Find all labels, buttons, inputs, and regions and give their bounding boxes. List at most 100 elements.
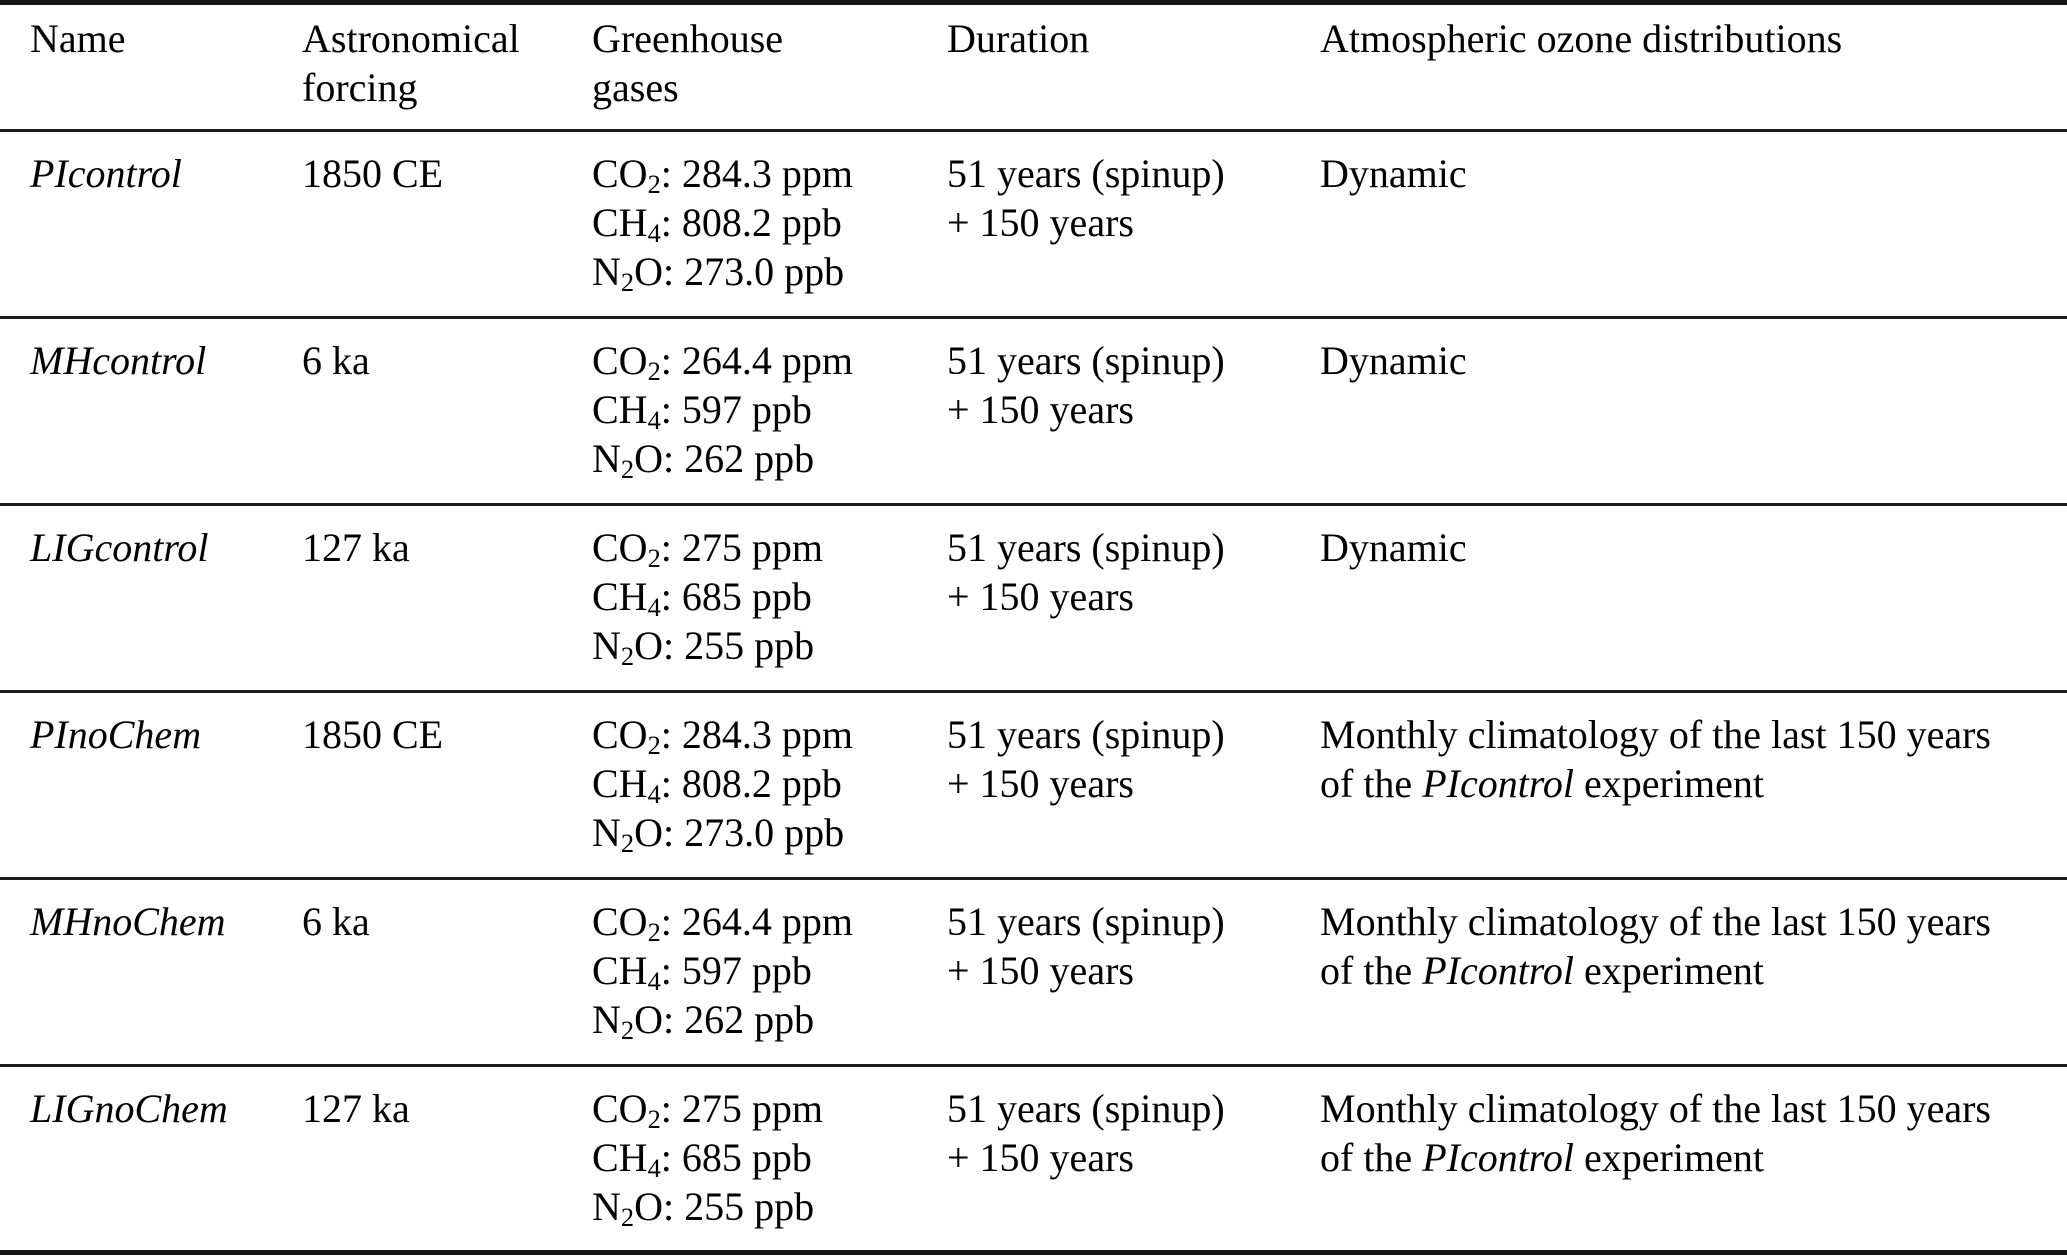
gas-formula-subscript: 4 — [647, 778, 661, 809]
ozone-text: of the — [1320, 948, 1423, 993]
ozone-line: Monthly climatology of the last 150 year… — [1320, 712, 1991, 757]
table-row-pinochem: PInoChem 1850 CE CO2: 284.3 ppm CH4: 808… — [0, 691, 2067, 880]
duration-cell: 51 years (spinup) + 150 years — [947, 691, 1320, 880]
experiment-name-cell: PInoChem — [0, 691, 302, 880]
gas-line-n2o: N2O: 273.0 ppb — [592, 247, 947, 296]
ozone-distribution-cell: Dynamic — [1320, 317, 2067, 506]
astronomical-forcing-cell: 1850 CE — [302, 691, 592, 880]
astronomical-forcing-value: 127 ka — [302, 525, 410, 570]
duration-cell: 51 years (spinup) + 150 years — [947, 504, 1320, 693]
duration-line: 51 years (spinup) — [947, 338, 1225, 383]
ozone-line: Monthly climatology of the last 150 year… — [1320, 899, 1991, 944]
gas-formula: CO — [592, 712, 648, 757]
astronomical-forcing-cell: 6 ka — [302, 317, 592, 506]
experiment-name: LIGnoChem — [30, 1086, 228, 1131]
gas-formula: CH — [592, 574, 648, 619]
gas-formula: CH — [592, 761, 648, 806]
gas-value: : 275 ppm — [660, 525, 824, 570]
gas-line-co2: CO2: 275 ppm — [592, 523, 947, 572]
gas-line-co2: CO2: 264.4 ppm — [592, 897, 947, 946]
gas-formula: N — [592, 249, 621, 294]
gas-line-n2o: N2O: 255 ppb — [592, 621, 947, 670]
duration-line: 51 years (spinup) — [947, 151, 1225, 196]
duration-line: + 150 years — [947, 574, 1134, 619]
gas-line-n2o: N2O: 262 ppb — [592, 995, 947, 1044]
gas-line-co2: CO2: 275 ppm — [592, 1084, 947, 1133]
gas-value: : 685 ppb — [660, 574, 812, 619]
gas-line-co2: CO2: 284.3 ppm — [592, 710, 947, 759]
greenhouse-gases-cell: CO2: 275 ppm CH4: 685 ppb N2O: 255 ppb — [592, 1066, 947, 1253]
astronomical-forcing-value: 6 ka — [302, 899, 370, 944]
experiment-name-cell: PIcontrol — [0, 130, 302, 319]
gas-formula: N — [592, 997, 621, 1042]
gas-formula: CH — [592, 1135, 648, 1180]
greenhouse-gases-cell: CO2: 264.4 ppm CH4: 597 ppb N2O: 262 ppb — [592, 878, 947, 1067]
gas-formula: CO — [592, 151, 648, 196]
astronomical-forcing-cell: 127 ka — [302, 1066, 592, 1253]
astronomical-forcing-value: 1850 CE — [302, 151, 444, 196]
table-row-ligcontrol: LIGcontrol 127 ka CO2: 275 ppm CH4: 685 … — [0, 504, 2067, 693]
gas-formula-subscript: 2 — [620, 640, 635, 671]
gas-formula-subscript: 4 — [647, 591, 661, 622]
column-header-label: Atmospheric ozone distributions — [1320, 16, 1843, 61]
gas-value: : 808.2 ppb — [660, 761, 842, 806]
column-header-ozone-distributions: Atmospheric ozone distributions — [1320, 2, 2067, 132]
column-header-label: Name — [30, 16, 126, 61]
header-row: Name Astronomical forcing Greenhouse gas… — [0, 2, 2067, 132]
ozone-experiment-ref: PIcontrol — [1422, 948, 1575, 993]
gas-formula-subscript: 2 — [620, 1201, 635, 1232]
ozone-distribution-cell: Monthly climatology of the last 150 year… — [1320, 878, 2067, 1067]
duration-line: 51 years (spinup) — [947, 899, 1225, 944]
column-header-label: forcing — [302, 65, 418, 110]
ozone-line: Dynamic — [1320, 151, 1467, 196]
ozone-line: Dynamic — [1320, 338, 1467, 383]
column-header-duration: Duration — [947, 2, 1320, 132]
experiment-name: MHcontrol — [30, 338, 207, 383]
gas-formula: CH — [592, 387, 648, 432]
gas-line-co2: CO2: 264.4 ppm — [592, 336, 947, 385]
duration-cell: 51 years (spinup) + 150 years — [947, 317, 1320, 506]
gas-value: : 275 ppm — [660, 1086, 824, 1131]
table-row-mhnochem: MHnoChem 6 ka CO2: 264.4 ppm CH4: 597 pp… — [0, 878, 2067, 1067]
gas-formula: N — [592, 436, 621, 481]
gas-value: O: 262 ppb — [634, 997, 815, 1042]
ozone-line: Dynamic — [1320, 525, 1467, 570]
gas-value: : 284.3 ppm — [660, 712, 854, 757]
astronomical-forcing-value: 6 ka — [302, 338, 370, 383]
gas-value: O: 255 ppb — [634, 1184, 815, 1229]
gas-value: : 264.4 ppm — [660, 338, 854, 383]
gas-formula: CO — [592, 338, 648, 383]
experiment-name-cell: LIGcontrol — [0, 504, 302, 693]
gas-line-ch4: CH4: 808.2 ppb — [592, 198, 947, 247]
gas-formula-subscript: 2 — [647, 1103, 661, 1134]
gas-formula-subscript: 2 — [620, 827, 635, 858]
duration-line: + 150 years — [947, 200, 1134, 245]
duration-line: + 150 years — [947, 387, 1134, 432]
gas-formula-subscript: 2 — [647, 168, 661, 199]
gas-formula-subscript: 4 — [647, 404, 661, 435]
gas-formula-subscript: 2 — [620, 1014, 635, 1045]
gas-line-n2o: N2O: 273.0 ppb — [592, 808, 947, 857]
experiment-name: PIcontrol — [30, 151, 182, 196]
gas-value: : 284.3 ppm — [660, 151, 854, 196]
table-row-lignochem: LIGnoChem 127 ka CO2: 275 ppm CH4: 685 p… — [0, 1066, 2067, 1253]
duration-cell: 51 years (spinup) + 150 years — [947, 130, 1320, 319]
ozone-line: of the PIcontrol experiment — [1320, 1133, 2057, 1182]
gas-line-ch4: CH4: 808.2 ppb — [592, 759, 947, 808]
gas-value: : 597 ppb — [660, 387, 812, 432]
gas-value: O: 255 ppb — [634, 623, 815, 668]
gas-formula: CO — [592, 525, 648, 570]
ozone-text: experiment — [1574, 948, 1764, 993]
experiment-name-cell: LIGnoChem — [0, 1066, 302, 1253]
greenhouse-gases-cell: CO2: 275 ppm CH4: 685 ppb N2O: 255 ppb — [592, 504, 947, 693]
astronomical-forcing-cell: 1850 CE — [302, 130, 592, 319]
column-header-label: Astronomical — [302, 16, 520, 61]
column-header-label: Duration — [947, 16, 1090, 61]
ozone-text: of the — [1320, 761, 1423, 806]
duration-line: + 150 years — [947, 761, 1134, 806]
ozone-line: of the PIcontrol experiment — [1320, 759, 2057, 808]
gas-line-ch4: CH4: 597 ppb — [592, 946, 947, 995]
experiment-name-cell: MHnoChem — [0, 878, 302, 1067]
gas-line-n2o: N2O: 255 ppb — [592, 1182, 947, 1231]
